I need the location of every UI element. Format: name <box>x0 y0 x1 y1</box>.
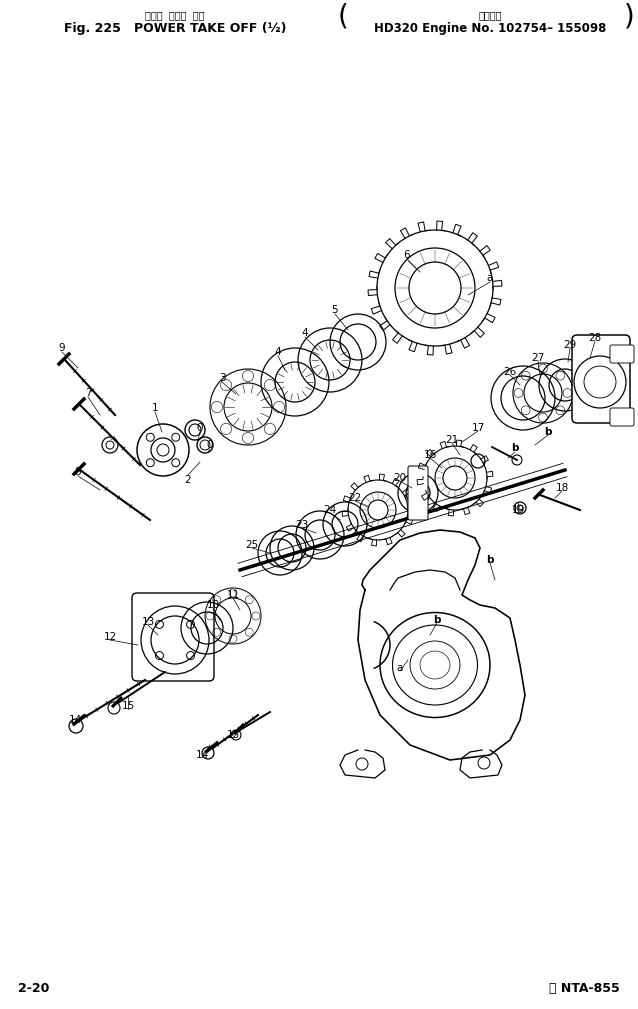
Text: Fig. 225   POWER TAKE OFF (½): Fig. 225 POWER TAKE OFF (½) <box>64 22 286 35</box>
Text: a: a <box>487 273 493 283</box>
FancyBboxPatch shape <box>408 466 428 520</box>
Text: 8: 8 <box>75 467 81 477</box>
Text: 26: 26 <box>503 367 517 377</box>
Text: 29: 29 <box>563 340 577 350</box>
Text: 18: 18 <box>555 483 568 493</box>
Text: 23: 23 <box>295 520 309 530</box>
Text: HD320 Engine No. 102754– 155098: HD320 Engine No. 102754– 155098 <box>374 22 606 35</box>
Text: 14: 14 <box>195 750 209 760</box>
Text: a: a <box>397 663 403 673</box>
Text: 9: 9 <box>59 343 65 353</box>
Text: 14: 14 <box>68 715 82 725</box>
Text: 21: 21 <box>445 435 459 445</box>
FancyBboxPatch shape <box>610 408 634 426</box>
Text: 0: 0 <box>197 423 204 433</box>
Text: 16: 16 <box>424 450 436 460</box>
Text: 4: 4 <box>275 347 281 357</box>
Text: 2: 2 <box>184 475 191 485</box>
Text: b: b <box>544 427 552 437</box>
Text: 5: 5 <box>332 305 338 315</box>
Text: 20: 20 <box>394 473 406 483</box>
Text: ): ) <box>624 3 635 31</box>
Text: 12: 12 <box>103 632 117 642</box>
Text: Ⓐ NTA-855: Ⓐ NTA-855 <box>549 982 620 995</box>
Text: (: ( <box>338 3 349 31</box>
Text: b: b <box>433 615 441 625</box>
Text: 15: 15 <box>226 730 240 740</box>
Text: b: b <box>511 443 519 453</box>
Text: 13: 13 <box>142 616 154 627</box>
FancyBboxPatch shape <box>572 335 630 423</box>
Text: 6: 6 <box>404 250 410 260</box>
Text: 10: 10 <box>207 600 219 610</box>
FancyBboxPatch shape <box>132 593 214 681</box>
Text: 25: 25 <box>246 540 258 550</box>
Text: 28: 28 <box>588 333 602 343</box>
Text: 19: 19 <box>512 504 524 515</box>
Text: 0: 0 <box>207 440 213 450</box>
FancyBboxPatch shape <box>610 345 634 363</box>
Text: 3: 3 <box>219 373 225 383</box>
Ellipse shape <box>137 424 189 476</box>
Text: 27: 27 <box>531 353 545 363</box>
Text: 17: 17 <box>471 423 485 433</box>
Text: 15: 15 <box>121 701 135 711</box>
Text: 24: 24 <box>323 504 337 515</box>
Text: 2-20: 2-20 <box>18 982 49 995</box>
Text: 4: 4 <box>302 328 308 338</box>
Text: 11: 11 <box>226 590 240 600</box>
Text: パワー  テーク  オフ: パワー テーク オフ <box>145 10 205 20</box>
Text: 適用号機: 適用号機 <box>478 10 501 20</box>
Text: 7: 7 <box>85 388 91 398</box>
Text: 1: 1 <box>152 403 158 413</box>
Text: b: b <box>486 555 494 565</box>
Text: 22: 22 <box>348 493 362 503</box>
